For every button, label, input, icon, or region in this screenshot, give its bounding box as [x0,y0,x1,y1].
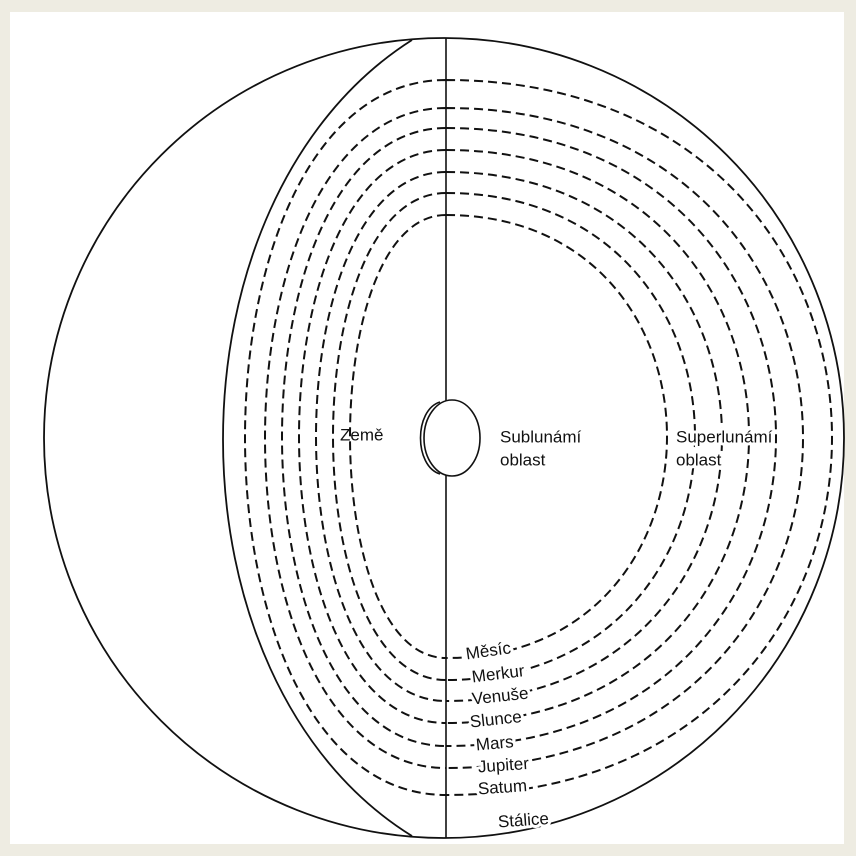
sphere-label: Mars [475,732,514,754]
superlunar-label: oblast [676,450,722,469]
sphere-label: Satum [477,776,527,798]
diagram: Země Sublunámí oblast MěsícMerkurVenušeS… [0,0,856,856]
sublunar-label: oblast [500,450,546,469]
earth [424,400,480,476]
fixed-stars-label: Stálice [497,809,549,832]
sphere-label: Jupiter [477,754,530,777]
earth-label: Země [340,425,383,444]
sublunar-label: Sublunámí [500,427,582,446]
superlunar-label: Superlunámí [676,427,773,446]
